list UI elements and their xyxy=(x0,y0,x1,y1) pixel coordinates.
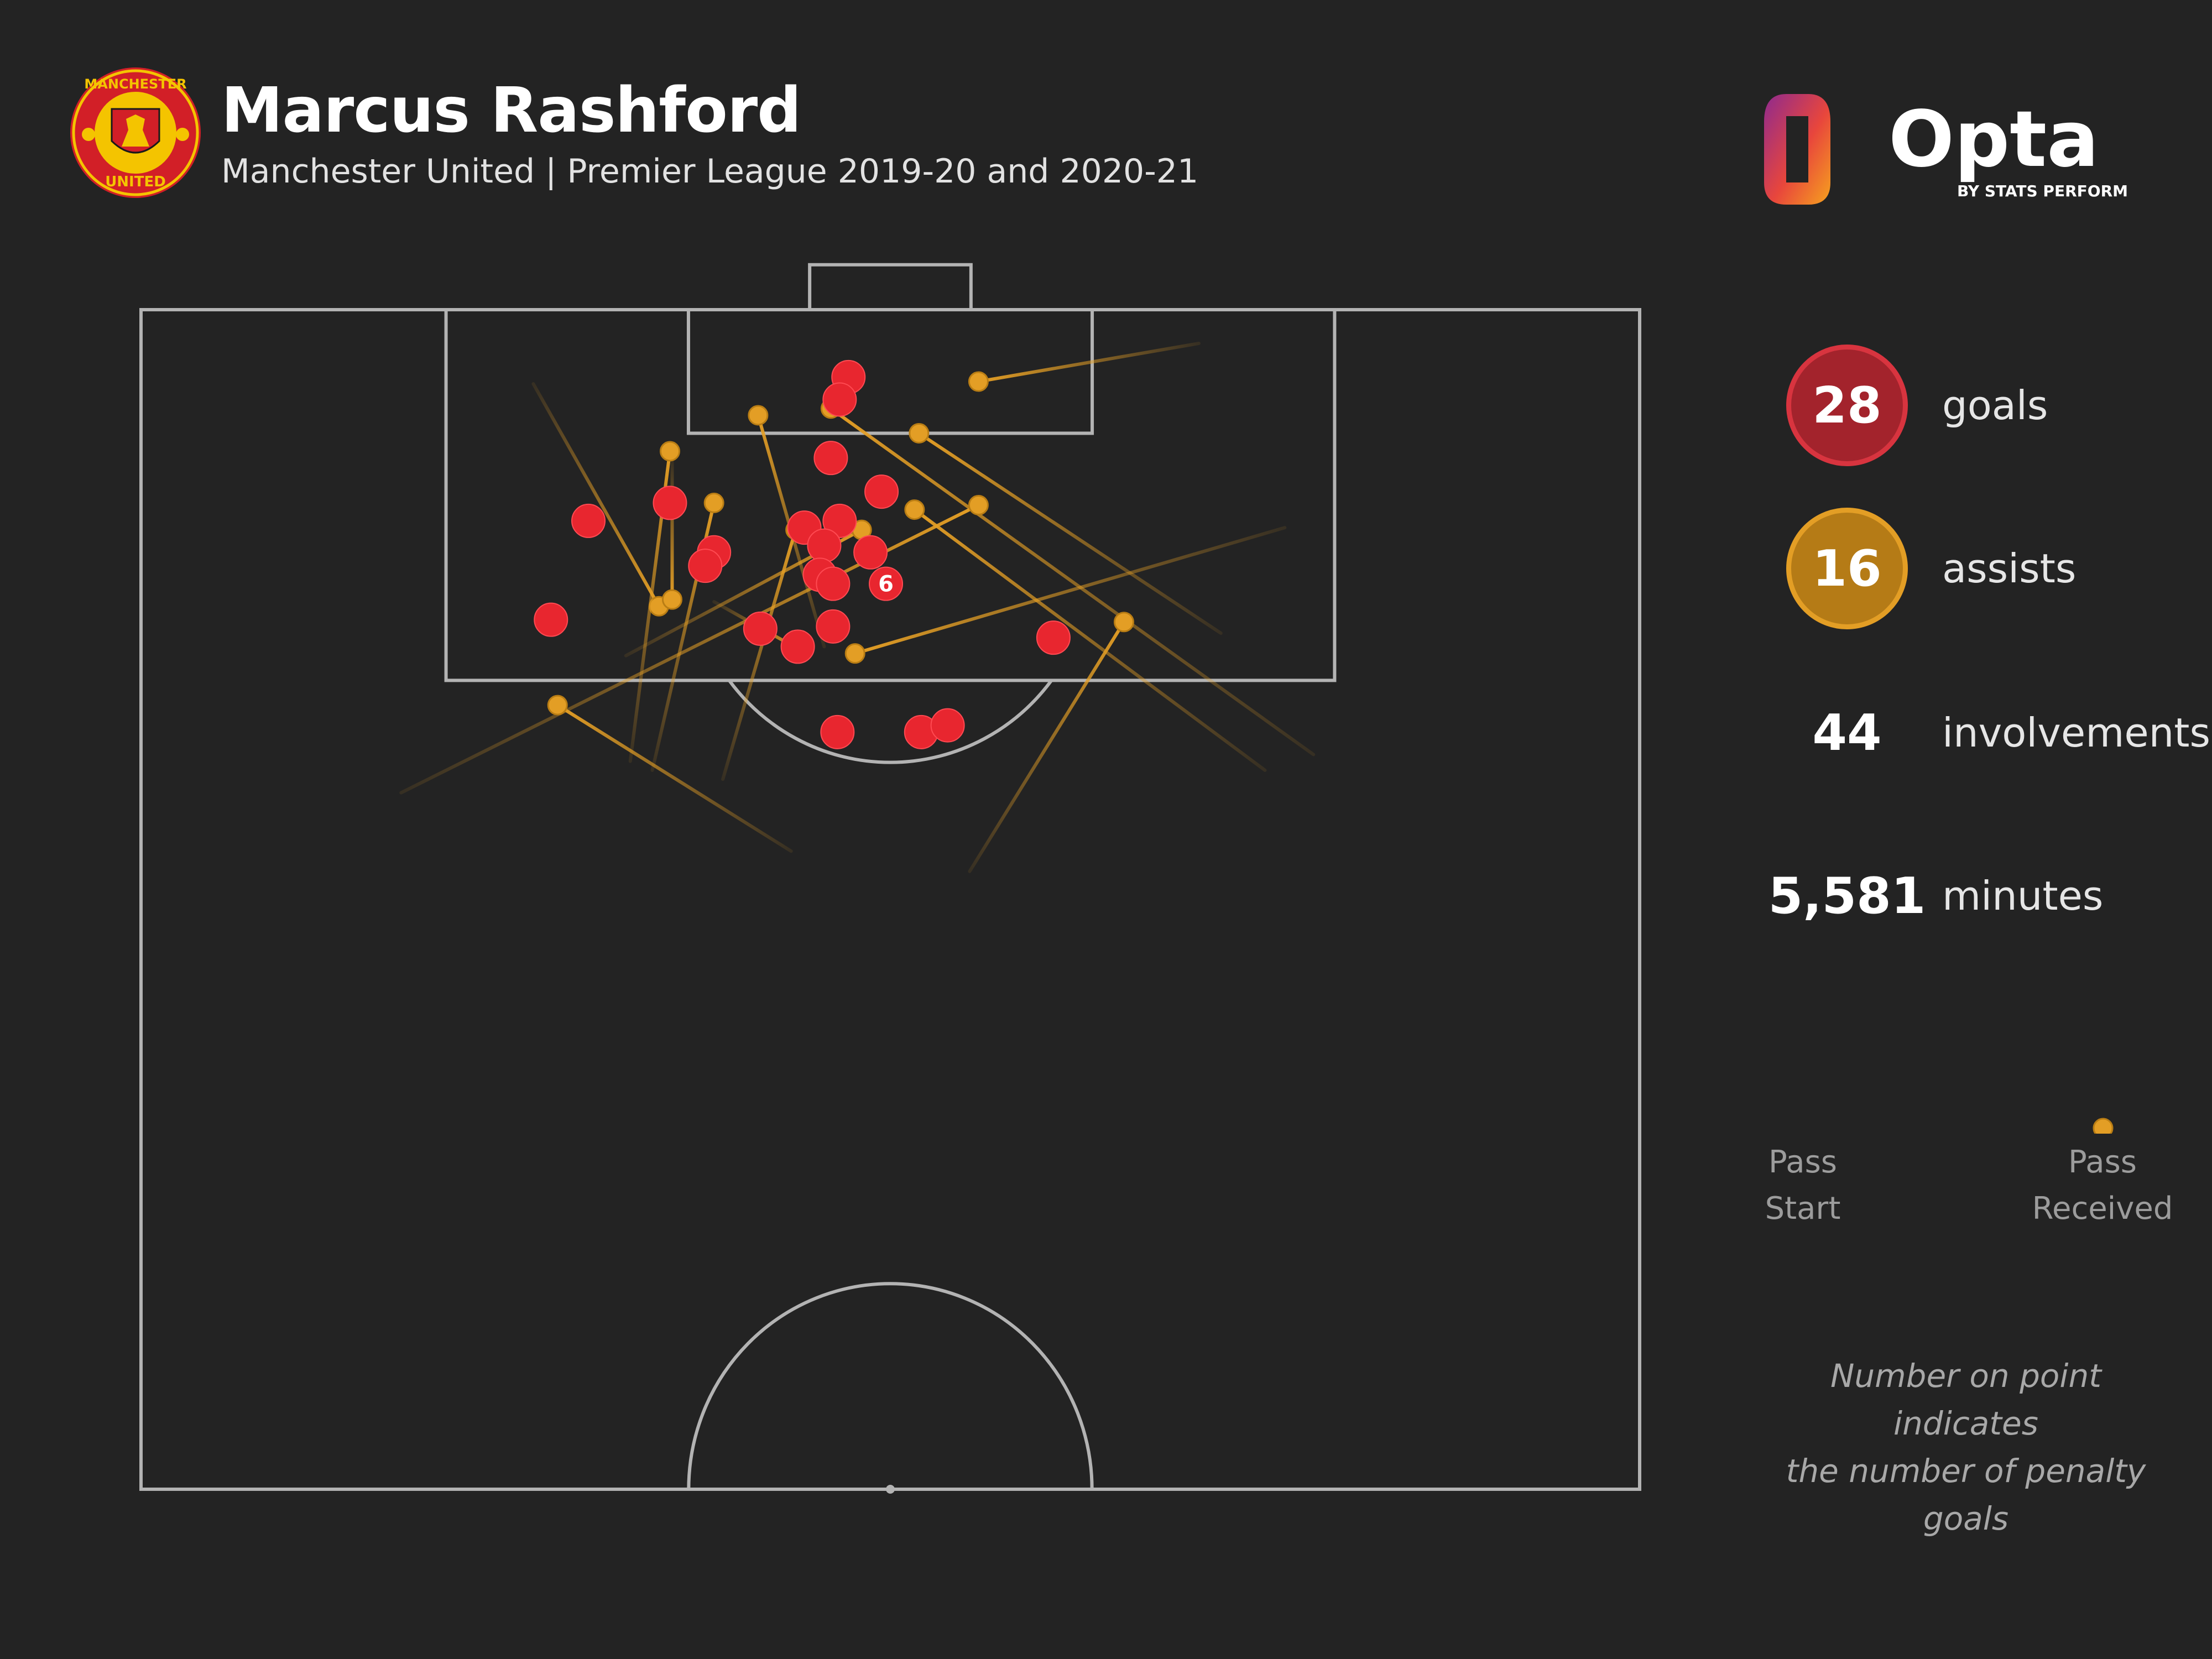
assist-received-point xyxy=(968,494,989,515)
goal-point xyxy=(816,609,851,644)
assist-pass-line xyxy=(912,508,1267,772)
stat-involvements: 44 involvements xyxy=(1786,672,2210,799)
stat-assists: 16 assists xyxy=(1786,508,2206,635)
goals-value: 28 xyxy=(1786,345,1908,466)
assist-received-point xyxy=(844,643,865,664)
assist-pass-line xyxy=(399,503,980,795)
assist-received-point xyxy=(748,405,769,426)
crest-gold-rim xyxy=(72,69,199,196)
assist-pass-line xyxy=(968,620,1126,873)
crest-devil-icon xyxy=(122,114,149,147)
pass-legend: Pass Start Pass Received xyxy=(1759,1100,2201,1250)
assist-received-point xyxy=(659,441,680,462)
legend-start-line1: Pass xyxy=(1768,1144,1837,1180)
opta-mark-icon xyxy=(1764,94,1830,205)
goal-point xyxy=(1036,620,1071,655)
goal-points: 6 xyxy=(534,359,1071,749)
goal-point xyxy=(653,486,687,520)
goal-point xyxy=(743,611,778,646)
assist-pass-line xyxy=(977,341,1201,384)
goal-point xyxy=(853,535,888,570)
goal-point xyxy=(813,441,848,476)
goal-point xyxy=(864,474,899,509)
crest-right-ball xyxy=(176,128,189,141)
legend-start-label: Pass Start xyxy=(1720,1139,1886,1232)
legend-end-line1: Pass xyxy=(2068,1144,2137,1180)
legend-pass-line xyxy=(1806,1118,2114,1134)
chart-subtitle: Manchester United | Premier League 2019-… xyxy=(221,152,1199,191)
goal-point xyxy=(822,503,857,538)
opta-wordmark: Opta xyxy=(1888,95,2099,185)
opta-tagline: BY STATS PERFORM xyxy=(1957,182,2128,200)
assists-value: 16 xyxy=(1786,508,1908,629)
stat-minutes: 5,581 minutes xyxy=(1768,835,2206,962)
crest-text-top: MANCHESTER xyxy=(84,76,186,92)
penalty-arc xyxy=(728,679,1053,764)
penalty-note-line1: Number on point indicates xyxy=(1830,1357,2102,1442)
goal-point xyxy=(820,714,855,749)
assist-received-point xyxy=(909,422,930,444)
assists-label: assists xyxy=(1942,545,2077,592)
legend-start-line2: Start xyxy=(1765,1191,1841,1227)
goal-point xyxy=(930,708,965,743)
goal-point xyxy=(688,549,723,583)
assist-pass-line xyxy=(556,703,793,853)
legend-end-line2: Received xyxy=(2032,1191,2173,1227)
assist-received-point xyxy=(968,371,989,392)
goal-point xyxy=(869,566,904,601)
penalty-count-label: 6 xyxy=(878,572,894,597)
assist-pass-line xyxy=(917,431,1223,635)
assist-passes xyxy=(399,341,1316,873)
stat-goals: 28 goals xyxy=(1786,345,2206,472)
goal-point xyxy=(780,629,815,664)
legend-received-dot xyxy=(2093,1118,2114,1134)
opta-logo: Opta BY STATS PERFORM xyxy=(1764,94,2128,205)
penalty-note-line2: the number of penalty goals xyxy=(1786,1452,2146,1537)
minutes-label: minutes xyxy=(1942,873,2104,919)
assist-pass-line xyxy=(853,526,1287,655)
assist-received-point xyxy=(703,492,724,513)
assist-received-point xyxy=(904,499,925,520)
assist-received-point xyxy=(547,695,568,716)
assist-pass-line xyxy=(829,406,1316,757)
legend-end-label: Pass Received xyxy=(2020,1139,2185,1232)
goal-frame xyxy=(808,263,973,311)
crest-text-bottom: UNITED xyxy=(105,174,166,190)
penalty-note: Number on point indicates the number of … xyxy=(1753,1352,2179,1542)
manchester-united-crest: MANCHESTER UNITED xyxy=(70,67,201,198)
centre-circle xyxy=(688,1284,1092,1489)
assist-received-point xyxy=(1113,612,1134,633)
involvements-value: 44 xyxy=(1812,703,1882,762)
goal-point xyxy=(807,528,842,563)
centre-spot xyxy=(886,1485,895,1494)
goal-point xyxy=(571,503,606,538)
pitch-markings xyxy=(139,263,1641,1494)
assist-received-point xyxy=(661,589,682,610)
goal-point xyxy=(822,382,857,417)
assist-pass-line xyxy=(531,382,661,608)
involvements-label: involvements xyxy=(1942,709,2211,756)
crest-left-ball xyxy=(82,128,95,141)
goal-point xyxy=(816,566,851,601)
minutes-value: 5,581 xyxy=(1768,867,1926,925)
goals-label: goals xyxy=(1942,382,2048,429)
goal-point xyxy=(534,602,568,637)
chart-title: Marcus Rashford xyxy=(221,75,801,147)
